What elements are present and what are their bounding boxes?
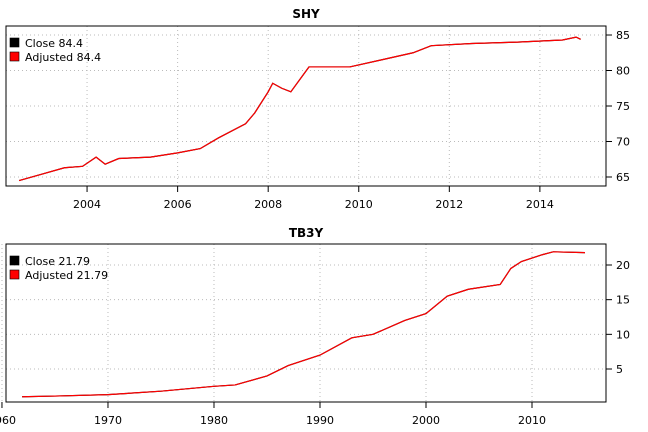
legend-swatch (9, 269, 20, 280)
plot-frame (5, 243, 607, 403)
x-tick-label: 2008 (254, 198, 282, 211)
y-tick-label: 85 (616, 29, 630, 42)
legend-label: Close 21.79 (25, 255, 90, 268)
y-tick-label: 70 (616, 135, 630, 148)
panel: SHY 65 70 75 80 85 2004 2006 2008 2010 2012 2014 Clo… (5, 7, 630, 211)
x-tick-label: 2006 (164, 198, 192, 211)
x-tick-label: 1960 (0, 414, 16, 427)
x-tick-label: 2000 (412, 414, 440, 427)
y-tick-label: 80 (616, 65, 630, 78)
legend-label: Close 84.4 (25, 37, 83, 50)
series-line (18, 36, 581, 182)
panel: TB3Y 5 10 15 20 1960 1970 1980 1990 2000 2010 Close… (0, 226, 630, 427)
x-tick-label: 2010 (345, 198, 373, 211)
y-tick-label: 15 (616, 294, 630, 307)
series-line (18, 36, 581, 182)
x-tick-label: 1990 (306, 414, 334, 427)
x-tick-label: 2010 (518, 414, 546, 427)
y-tick-label: 5 (616, 363, 623, 376)
chart-title: TB3Y (289, 226, 324, 240)
x-tick-label: 1980 (200, 414, 228, 427)
y-tick-label: 65 (616, 171, 630, 184)
legend-swatch (9, 51, 20, 62)
y-tick-label: 10 (616, 328, 630, 341)
chart-title: SHY (292, 7, 320, 21)
y-tick-label: 20 (616, 259, 630, 272)
x-tick-label: 2004 (73, 198, 101, 211)
x-tick-label: 2012 (435, 198, 463, 211)
x-tick-label: 2014 (526, 198, 554, 211)
legend-swatch (9, 255, 20, 266)
legend-swatch (9, 37, 20, 48)
y-tick-label: 75 (616, 100, 630, 113)
legend-label: Adjusted 21.79 (25, 269, 108, 282)
x-tick-label: 1970 (94, 414, 122, 427)
legend-label: Adjusted 84.4 (25, 51, 101, 64)
plot-frame (5, 25, 607, 187)
series-line (22, 251, 586, 398)
